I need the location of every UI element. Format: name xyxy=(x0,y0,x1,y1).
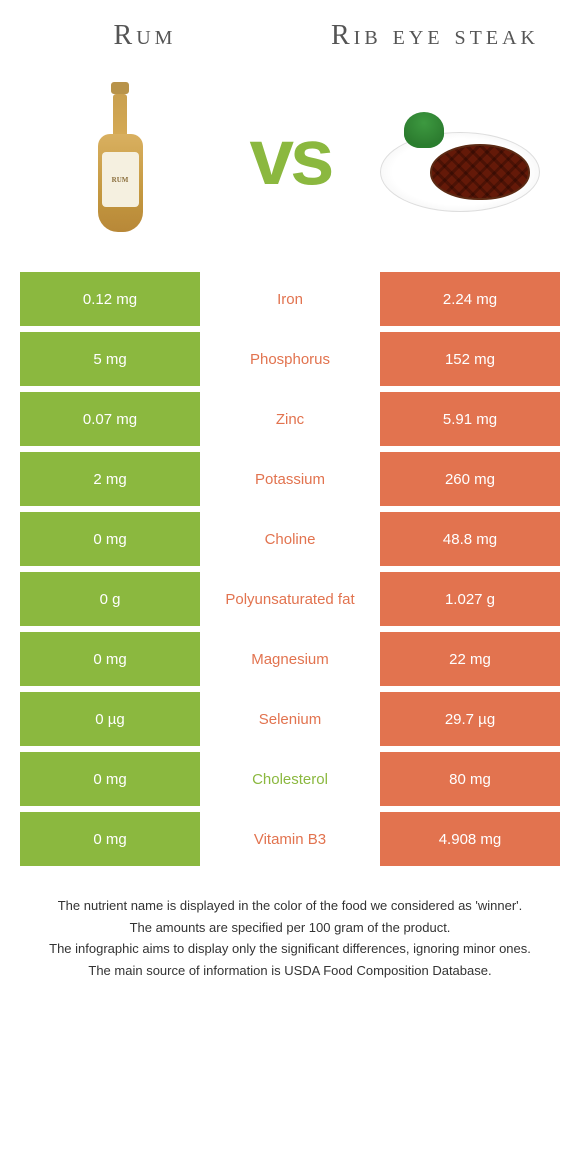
footnote-line: The infographic aims to display only the… xyxy=(30,939,550,959)
nutrient-label: Vitamin B3 xyxy=(200,812,380,866)
nutrient-label: Phosphorus xyxy=(200,332,380,386)
nutrient-row: 0.12 mgIron2.24 mg xyxy=(20,272,560,326)
footnote-line: The nutrient name is displayed in the co… xyxy=(30,896,550,916)
right-value: 5.91 mg xyxy=(380,392,560,446)
nutrient-label: Potassium xyxy=(200,452,380,506)
steak-plate-icon xyxy=(380,102,540,212)
nutrient-label: Magnesium xyxy=(200,632,380,686)
left-value: 0 mg xyxy=(20,752,200,806)
left-value: 0 mg xyxy=(20,632,200,686)
right-food-image xyxy=(380,77,540,237)
right-value: 1.027 g xyxy=(380,572,560,626)
nutrient-row: 2 mgPotassium260 mg xyxy=(20,452,560,506)
nutrient-label: Cholesterol xyxy=(200,752,380,806)
left-value: 0 g xyxy=(20,572,200,626)
left-value: 2 mg xyxy=(20,452,200,506)
left-value: 5 mg xyxy=(20,332,200,386)
footnotes: The nutrient name is displayed in the co… xyxy=(20,896,560,980)
right-value: 22 mg xyxy=(380,632,560,686)
left-food-image: RUM xyxy=(40,77,200,237)
nutrient-row: 0 gPolyunsaturated fat1.027 g xyxy=(20,572,560,626)
nutrient-table: 0.12 mgIron2.24 mg 5 mgPhosphorus152 mg 0.… xyxy=(20,272,560,866)
right-value: 80 mg xyxy=(380,752,560,806)
left-value: 0 mg xyxy=(20,812,200,866)
vs-label: vs xyxy=(250,111,331,203)
left-food-title: Rum xyxy=(20,20,270,52)
right-value: 48.8 mg xyxy=(380,512,560,566)
images-row: RUM vs xyxy=(40,72,540,242)
footnote-line: The amounts are specified per 100 gram o… xyxy=(30,918,550,938)
nutrient-label: Iron xyxy=(200,272,380,326)
header-row: Rum Rib eye steak xyxy=(20,20,560,52)
right-value: 4.908 mg xyxy=(380,812,560,866)
nutrient-row: 0 µgSelenium29.7 µg xyxy=(20,692,560,746)
rum-bottle-icon: RUM xyxy=(98,82,143,232)
nutrient-label: Polyunsaturated fat xyxy=(200,572,380,626)
left-value: 0 µg xyxy=(20,692,200,746)
right-value: 2.24 mg xyxy=(380,272,560,326)
footnote-line: The main source of information is USDA F… xyxy=(30,961,550,981)
right-food-title: Rib eye steak xyxy=(310,20,560,52)
nutrient-row: 0 mgCholine48.8 mg xyxy=(20,512,560,566)
nutrient-row: 0 mgMagnesium22 mg xyxy=(20,632,560,686)
nutrient-row: 5 mgPhosphorus152 mg xyxy=(20,332,560,386)
nutrient-row: 0 mgCholesterol80 mg xyxy=(20,752,560,806)
right-value: 152 mg xyxy=(380,332,560,386)
left-value: 0 mg xyxy=(20,512,200,566)
nutrient-label: Selenium xyxy=(200,692,380,746)
left-value: 0.12 mg xyxy=(20,272,200,326)
nutrient-row: 0.07 mgZinc5.91 mg xyxy=(20,392,560,446)
right-value: 260 mg xyxy=(380,452,560,506)
left-value: 0.07 mg xyxy=(20,392,200,446)
nutrient-row: 0 mgVitamin B34.908 mg xyxy=(20,812,560,866)
right-value: 29.7 µg xyxy=(380,692,560,746)
nutrient-label: Choline xyxy=(200,512,380,566)
nutrient-label: Zinc xyxy=(200,392,380,446)
